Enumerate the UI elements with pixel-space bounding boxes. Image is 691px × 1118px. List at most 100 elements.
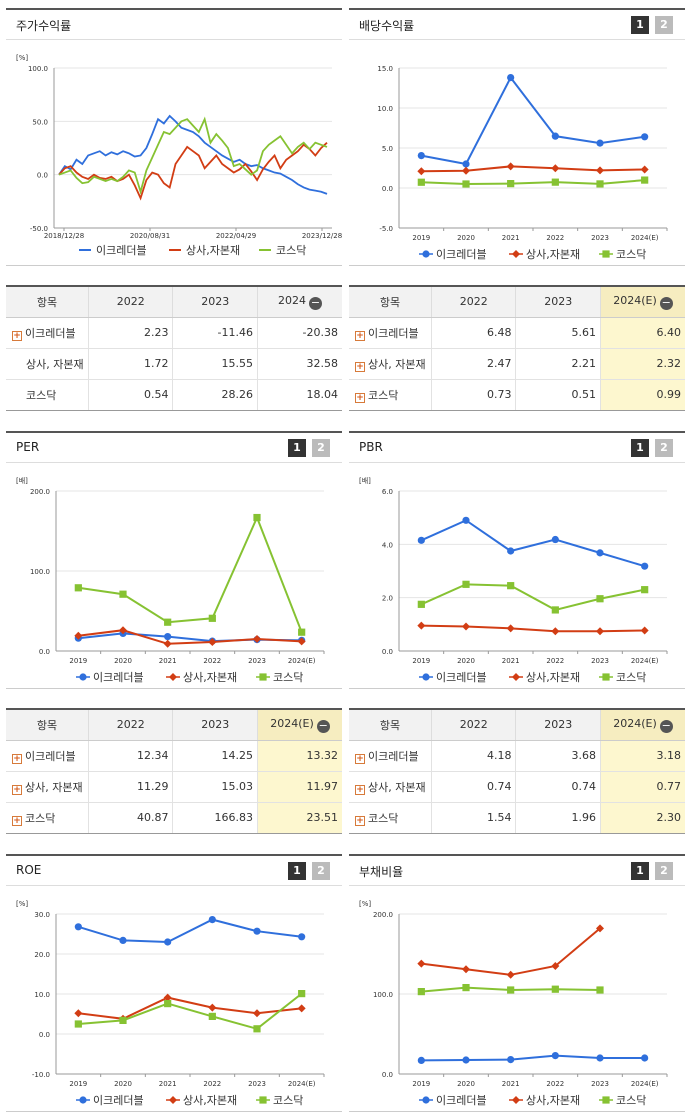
data-point	[551, 985, 559, 993]
row-label[interactable]: + 이크레더블	[6, 740, 89, 772]
expand-icon[interactable]: +	[12, 330, 22, 341]
legend-item-industry: 상사,자본재	[183, 1094, 237, 1107]
data-point	[74, 1009, 83, 1018]
expand-icon[interactable]: +	[355, 392, 365, 403]
data-point	[208, 916, 216, 924]
expand-icon[interactable]: +	[12, 753, 22, 764]
column-header-item: 항목	[349, 710, 432, 741]
collapse-icon[interactable]: −	[308, 295, 322, 310]
expand-icon[interactable]: +	[12, 784, 22, 795]
pbr-table: 항목 2022 2023 2024(E) − + 이크레더블 4.18 3.68 3.18 + 상사,…	[349, 708, 685, 834]
debt-ratio-chart: [%]200.0 100.0 0.0 2019 2020 2021 2022 2023 2024…	[359, 900, 668, 1107]
x-tick-label: 2023	[248, 1080, 266, 1088]
data-point	[208, 637, 217, 646]
legend-item-kosdaq-marker	[602, 673, 610, 681]
data-point	[596, 924, 604, 933]
x-tick-label: 2021	[502, 234, 520, 242]
y-tick-label: 0.0	[39, 648, 50, 656]
collapse-icon[interactable]: −	[316, 718, 330, 733]
x-tick-label: 2019	[412, 657, 430, 665]
data-point	[298, 628, 306, 636]
dividend-yield-table: 항목 2022 2023 2024(E) − + 이크레더블 6.48 5.61 6.40 + 상사,…	[349, 285, 685, 411]
page-1-button[interactable]: 1	[631, 862, 649, 880]
table-cell: 2.47	[430, 348, 516, 380]
table-cell: 1.54	[430, 802, 516, 833]
table-row: 코스닥 0.54 28.26 18.04	[6, 379, 342, 410]
collapse-icon[interactable]: −	[659, 718, 673, 733]
page-1-button[interactable]: 1	[631, 16, 649, 34]
x-tick-label: 2021	[502, 657, 520, 665]
data-point	[506, 162, 515, 171]
column-header-year: 2022	[430, 710, 516, 741]
column-header-year: 2024(E) −	[599, 710, 685, 741]
data-point	[164, 1000, 172, 1008]
data-point	[119, 626, 127, 635]
row-label[interactable]: + 상사, 자본재	[349, 771, 432, 803]
row-label[interactable]: + 상사, 자본재	[349, 348, 432, 380]
data-point	[596, 166, 604, 175]
column-header-year: 2022	[430, 287, 516, 318]
series-line	[421, 624, 645, 633]
page-1-button[interactable]: 1	[288, 862, 306, 880]
table-row: + 상사, 자본재 0.74 0.74 0.77	[349, 771, 685, 803]
data-point	[417, 167, 426, 176]
expand-icon[interactable]: +	[355, 815, 365, 826]
table-cell: 4.18	[430, 740, 516, 772]
x-tick-label: 2022/04/29	[216, 232, 256, 240]
page-2-button[interactable]: 2	[655, 439, 673, 457]
x-tick-label: 2020	[457, 1080, 475, 1088]
data-point	[417, 536, 425, 544]
x-tick-label: 2024(E)	[631, 1080, 659, 1088]
data-point	[298, 933, 306, 941]
legend-item-industry-marker	[512, 1096, 520, 1104]
row-label[interactable]: + 코스닥	[12, 811, 56, 826]
data-point	[253, 1009, 261, 1018]
row-label[interactable]: + 이크레더블	[6, 317, 89, 349]
unit-label: [%]	[359, 900, 371, 908]
expand-icon[interactable]: +	[12, 815, 22, 826]
page-1-button[interactable]: 1	[631, 439, 649, 457]
page-2-button[interactable]: 2	[655, 862, 673, 880]
roe-chart: [%] 30.0 20.0 10.0 0.0 -10.0 2019 2020 2021 2022 2…	[16, 900, 325, 1107]
panel-title: 부채비율	[359, 865, 404, 879]
page-2-button[interactable]: 2	[312, 862, 330, 880]
expand-icon[interactable]: +	[355, 753, 365, 764]
page-2-button[interactable]: 2	[312, 439, 330, 457]
table-cell: 0.99	[599, 379, 685, 410]
row-label[interactable]: + 코스닥	[355, 811, 399, 826]
legend-item-company-marker	[422, 673, 430, 681]
column-header-year: 2024(E) −	[599, 287, 685, 318]
table-row: 상사, 자본재 1.72 15.55 32.58	[6, 348, 342, 380]
legend-item-company-marker	[79, 1096, 87, 1104]
legend-item-kosdaq-marker	[602, 1096, 610, 1104]
y-tick-label: 5.0	[382, 145, 393, 153]
x-tick-label: 2022	[203, 1080, 221, 1088]
data-point	[596, 139, 604, 147]
y-tick-label: 0.0	[382, 1071, 393, 1079]
collapse-icon[interactable]: −	[659, 295, 673, 310]
dividend-yield-panel: 배당수익률 1 2 15.0 10.0 5.0 0.0 -5.0 2019 2020 2021…	[349, 8, 685, 266]
page-1-button[interactable]: 1	[288, 439, 306, 457]
expand-icon[interactable]: +	[355, 361, 365, 372]
expand-icon[interactable]: +	[355, 330, 365, 341]
legend-item-company: 이크레더블	[436, 671, 487, 684]
data-point	[164, 938, 172, 946]
row-label[interactable]: + 이크레더블	[349, 317, 432, 349]
row-label[interactable]: + 이크레더블	[349, 740, 432, 772]
expand-icon[interactable]: +	[355, 784, 365, 795]
series-line	[78, 514, 303, 633]
legend-item-company: 이크레더블	[436, 248, 487, 261]
data-point	[208, 614, 216, 622]
legend-item-industry: 상사,자본재	[526, 248, 580, 261]
per-table: 항목 2022 2023 2024(E) − + 이크레더블 12.34 14.25 13.32 +…	[6, 708, 342, 834]
x-tick-label: 2024(E)	[631, 234, 659, 242]
series-line	[420, 519, 645, 568]
data-point	[507, 1056, 515, 1064]
data-point	[74, 923, 82, 931]
page-2-button[interactable]: 2	[655, 16, 673, 34]
row-label[interactable]: + 코스닥	[355, 388, 399, 403]
row-label[interactable]: + 상사, 자본재	[6, 771, 89, 803]
y-tick-label: -5.0	[379, 225, 393, 233]
series-line	[421, 1054, 645, 1062]
legend-item-kosdaq-marker	[259, 1096, 267, 1104]
